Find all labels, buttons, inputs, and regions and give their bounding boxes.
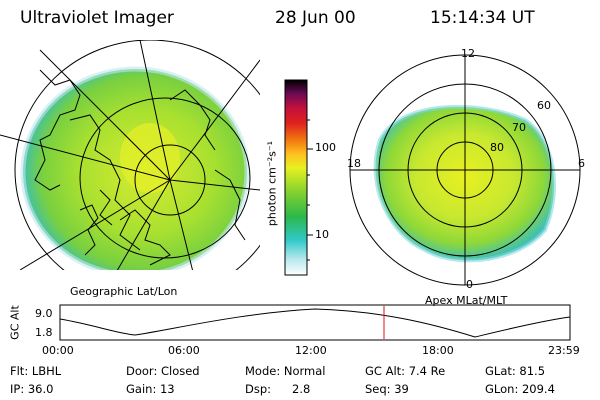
colorbar-tick-10: 10 [315, 228, 329, 241]
status-glon: GLon: 209.4 [485, 382, 555, 396]
status-door: Door: Closed [126, 364, 200, 378]
mlt-label-0: 0 [466, 278, 473, 291]
status-filter: Flt: LBHL [10, 364, 62, 378]
image-date: 28 Jun 00 [275, 8, 356, 28]
timeline-y-label: GC Alt [8, 305, 22, 340]
mlat-label-60: 60 [537, 99, 551, 112]
status-glat: GLat: 81.5 [485, 364, 546, 378]
status-seq: Seq: 39 [365, 382, 409, 396]
image-time: 15:14:34 UT [430, 8, 535, 28]
timeline-x-2359: 23:59 [548, 344, 580, 357]
timeline-tick-high: 9.0 [35, 307, 53, 320]
timeline-x-1200: 12:00 [295, 344, 327, 357]
status-dsp-value: 2.8 [292, 382, 311, 396]
timeline-tick-low: 1.8 [35, 326, 53, 339]
status-gain: Gain: 13 [126, 382, 175, 396]
mlt-label-6: 6 [578, 157, 585, 170]
instrument-title: Ultraviolet Imager [20, 8, 174, 28]
mlt-label-12: 12 [461, 47, 475, 60]
mlat-label-70: 70 [512, 121, 526, 134]
apex-caption: Apex MLat/MLT [425, 294, 508, 307]
timeline-x-1800: 18:00 [422, 344, 454, 357]
mlat-label-80: 80 [490, 141, 504, 154]
status-gc-alt: GC Alt: 7.4 Re [365, 364, 446, 378]
status-dsp-label: Dsp: [245, 382, 272, 396]
colorbar-tick-100: 100 [315, 141, 336, 154]
geographic-caption: Geographic Lat/Lon [70, 285, 178, 298]
geographic-auroral-image [0, 40, 260, 270]
apex-polar-plot [349, 54, 581, 286]
colorbar-unit-label: photon cm⁻²s⁻¹ [265, 140, 279, 227]
intensity-colorbar [284, 79, 313, 276]
timeline-x-0000: 00:00 [42, 344, 74, 357]
status-ip: IP: 36.0 [10, 382, 54, 396]
mlt-label-18: 18 [347, 157, 361, 170]
status-mode: Mode: Normal [245, 364, 326, 378]
timeline-x-0600: 06:00 [168, 344, 200, 357]
altitude-timeline [59, 304, 571, 341]
